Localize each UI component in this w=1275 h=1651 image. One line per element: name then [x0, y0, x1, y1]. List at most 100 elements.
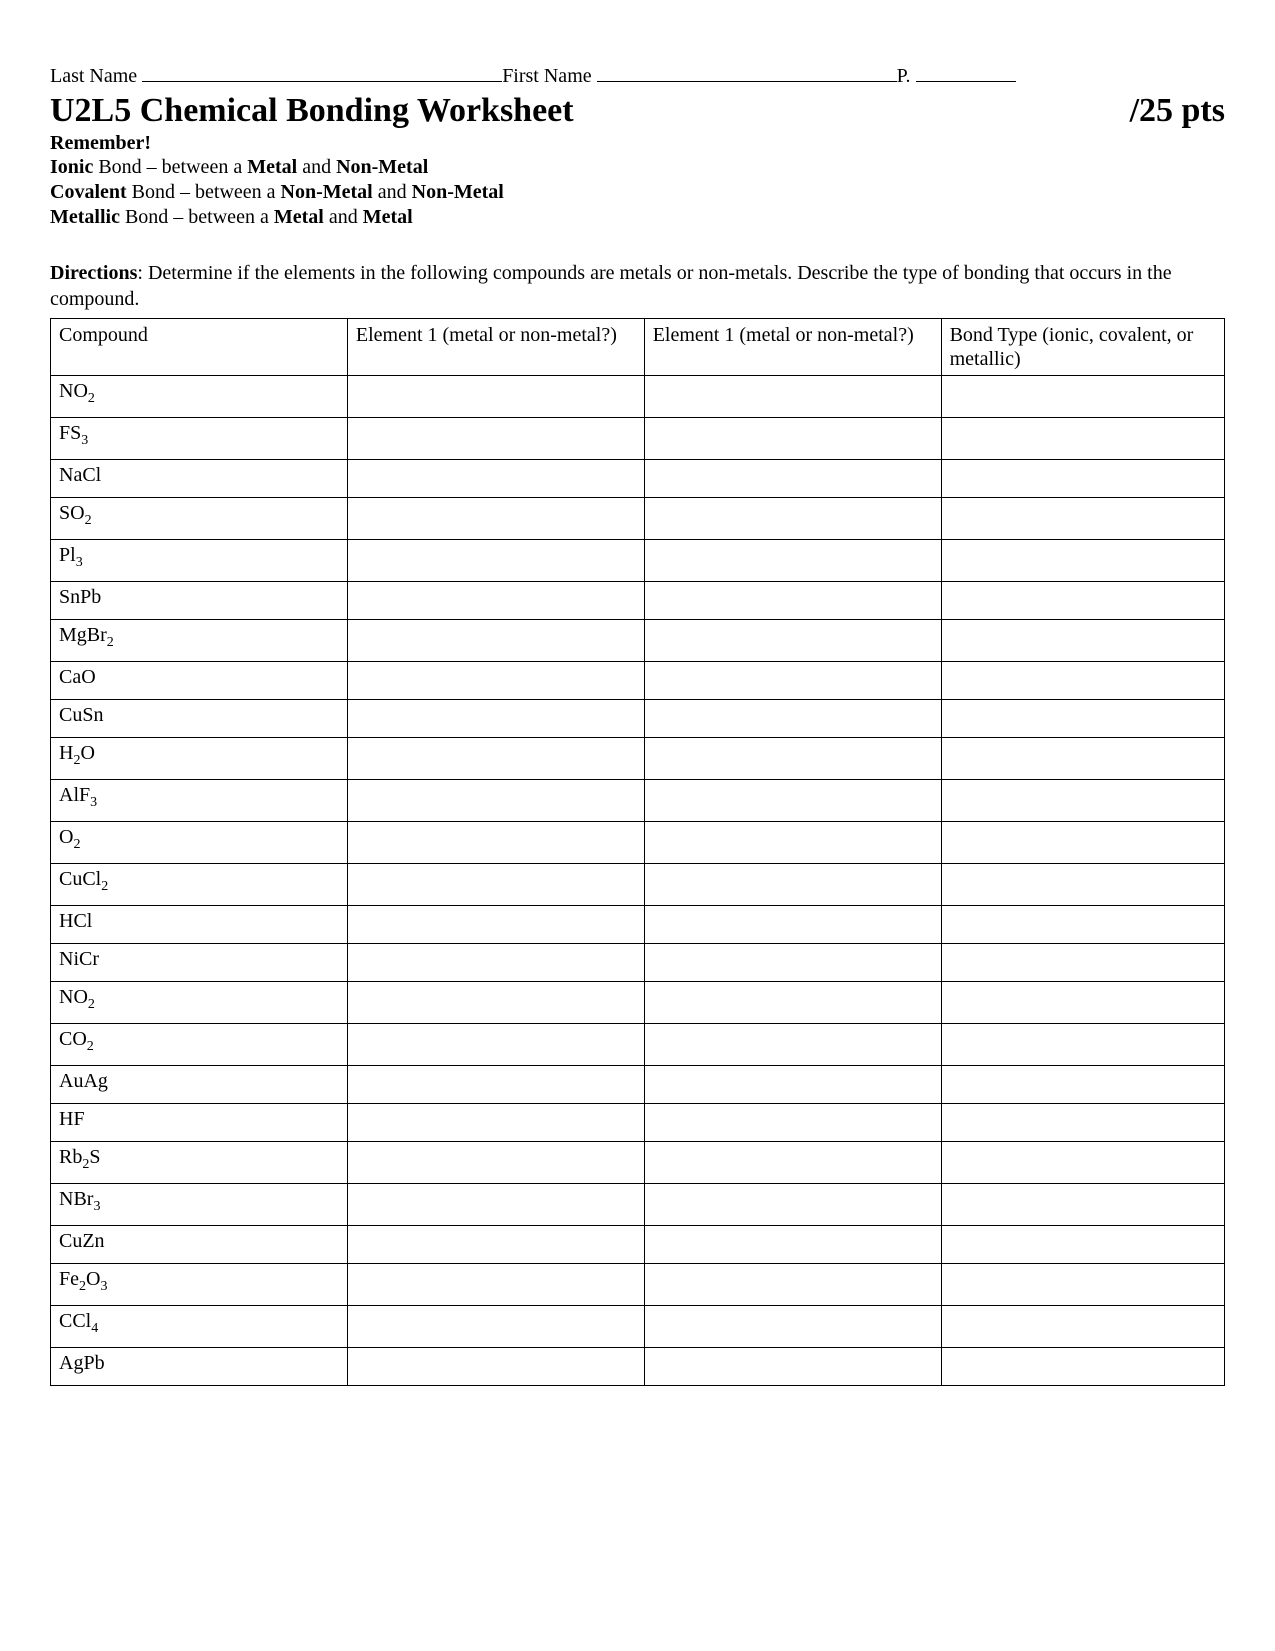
bond-type-cell[interactable] — [941, 418, 1224, 460]
element-cell[interactable] — [347, 1264, 644, 1306]
bond-type-cell[interactable] — [941, 540, 1224, 582]
element-cell[interactable] — [644, 906, 941, 944]
bond-type-cell[interactable] — [941, 1184, 1224, 1226]
element-cell[interactable] — [644, 1306, 941, 1348]
element-cell[interactable] — [347, 662, 644, 700]
element-cell[interactable] — [347, 982, 644, 1024]
element-cell[interactable] — [644, 738, 941, 780]
element-cell[interactable] — [644, 376, 941, 418]
period-blank[interactable] — [916, 60, 1016, 82]
element-cell[interactable] — [347, 418, 644, 460]
element-cell[interactable] — [644, 460, 941, 498]
element-cell[interactable] — [644, 1066, 941, 1104]
table-row: NO2 — [51, 376, 1225, 418]
element-cell[interactable] — [644, 864, 941, 906]
element-cell[interactable] — [347, 540, 644, 582]
compound-cell: NO2 — [51, 982, 348, 1024]
element-cell[interactable] — [347, 1066, 644, 1104]
element-cell[interactable] — [644, 1104, 941, 1142]
element-cell[interactable] — [347, 376, 644, 418]
directions-label: Directions — [50, 262, 137, 284]
element-cell[interactable] — [347, 944, 644, 982]
remember-label: Remember! — [50, 132, 1225, 155]
compound-cell: CO2 — [51, 1024, 348, 1066]
worksheet-title: U2L5 Chemical Bonding Worksheet — [50, 92, 574, 130]
element-cell[interactable] — [644, 620, 941, 662]
bond-type-cell[interactable] — [941, 620, 1224, 662]
first-name-blank[interactable] — [597, 60, 897, 82]
bond-definition: Covalent Bond – between a Non-Metal and … — [50, 180, 1225, 205]
element-cell[interactable] — [644, 1184, 941, 1226]
element-cell[interactable] — [347, 1104, 644, 1142]
element-cell[interactable] — [644, 582, 941, 620]
element-cell[interactable] — [347, 498, 644, 540]
bond-type-cell[interactable] — [941, 582, 1224, 620]
compound-cell: Pl3 — [51, 540, 348, 582]
column-header-element2: Element 1 (metal or non-metal?) — [644, 319, 941, 376]
bond-type-cell[interactable] — [941, 864, 1224, 906]
element-cell[interactable] — [347, 582, 644, 620]
element-cell[interactable] — [347, 1184, 644, 1226]
bond-type-cell[interactable] — [941, 1264, 1224, 1306]
last-name-blank[interactable] — [142, 60, 502, 82]
column-header-element1: Element 1 (metal or non-metal?) — [347, 319, 644, 376]
table-row: Rb2S — [51, 1142, 1225, 1184]
bond-type-cell[interactable] — [941, 822, 1224, 864]
element-cell[interactable] — [347, 700, 644, 738]
bond-type-cell[interactable] — [941, 1348, 1224, 1386]
element-cell[interactable] — [347, 906, 644, 944]
table-row: CuSn — [51, 700, 1225, 738]
element-cell[interactable] — [347, 1142, 644, 1184]
bond-type-cell[interactable] — [941, 906, 1224, 944]
element-cell[interactable] — [644, 662, 941, 700]
element-cell[interactable] — [347, 1024, 644, 1066]
element-cell[interactable] — [644, 1024, 941, 1066]
element-cell[interactable] — [644, 540, 941, 582]
element-cell[interactable] — [644, 982, 941, 1024]
bond-type-cell[interactable] — [941, 460, 1224, 498]
element-cell[interactable] — [644, 418, 941, 460]
element-cell[interactable] — [347, 1226, 644, 1264]
element-cell[interactable] — [644, 944, 941, 982]
table-row: AgPb — [51, 1348, 1225, 1386]
bond-type-cell[interactable] — [941, 700, 1224, 738]
table-row: Pl3 — [51, 540, 1225, 582]
compound-cell: CuSn — [51, 700, 348, 738]
element-cell[interactable] — [644, 498, 941, 540]
compound-cell: CaO — [51, 662, 348, 700]
table-row: NaCl — [51, 460, 1225, 498]
first-name-label: First Name — [502, 65, 591, 88]
bond-type-cell[interactable] — [941, 1066, 1224, 1104]
element-cell[interactable] — [347, 620, 644, 662]
element-cell[interactable] — [347, 822, 644, 864]
bond-type-cell[interactable] — [941, 1104, 1224, 1142]
element-cell[interactable] — [644, 1264, 941, 1306]
bond-type-cell[interactable] — [941, 376, 1224, 418]
element-cell[interactable] — [644, 1348, 941, 1386]
bond-type-cell[interactable] — [941, 1226, 1224, 1264]
element-cell[interactable] — [347, 460, 644, 498]
bond-type-cell[interactable] — [941, 662, 1224, 700]
compound-cell: CuCl2 — [51, 864, 348, 906]
bond-type-cell[interactable] — [941, 982, 1224, 1024]
element-cell[interactable] — [644, 822, 941, 864]
bond-type-cell[interactable] — [941, 944, 1224, 982]
element-cell[interactable] — [347, 864, 644, 906]
table-row: MgBr2 — [51, 620, 1225, 662]
element-cell[interactable] — [644, 1142, 941, 1184]
bond-type-cell[interactable] — [941, 1024, 1224, 1066]
bond-type-cell[interactable] — [941, 498, 1224, 540]
bond-type-cell[interactable] — [941, 780, 1224, 822]
element-cell[interactable] — [347, 780, 644, 822]
bond-type-cell[interactable] — [941, 738, 1224, 780]
element-cell[interactable] — [347, 1306, 644, 1348]
element-cell[interactable] — [644, 1226, 941, 1264]
element-cell[interactable] — [644, 780, 941, 822]
bond-type-cell[interactable] — [941, 1142, 1224, 1184]
table-row: CCl4 — [51, 1306, 1225, 1348]
element-cell[interactable] — [347, 1348, 644, 1386]
element-cell[interactable] — [347, 738, 644, 780]
bond-type-cell[interactable] — [941, 1306, 1224, 1348]
element-cell[interactable] — [644, 700, 941, 738]
compound-cell: NiCr — [51, 944, 348, 982]
